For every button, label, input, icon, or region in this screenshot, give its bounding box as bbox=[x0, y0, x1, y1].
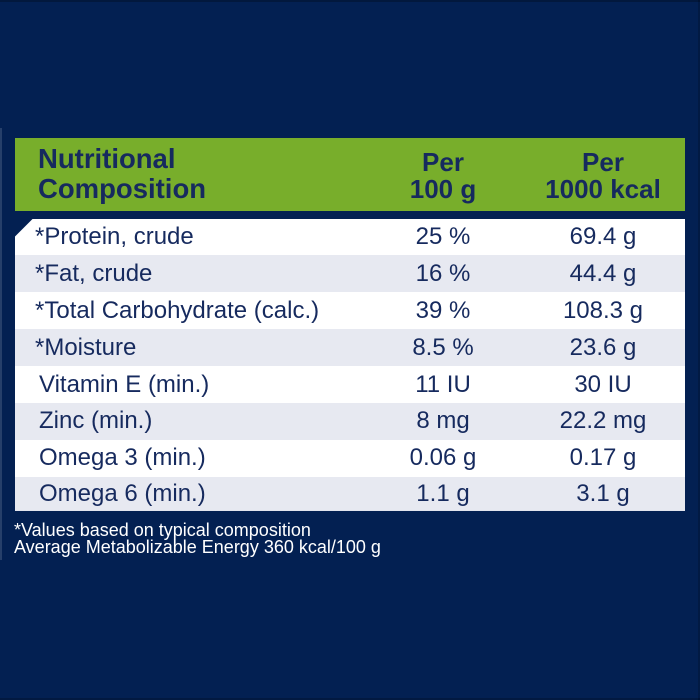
right-edge-shade bbox=[698, 0, 700, 700]
table-row: *Protein, crude 25 % 69.4 g bbox=[15, 218, 685, 256]
row-label: *Moisture bbox=[35, 333, 137, 361]
row-label: Omega 6 (min.) bbox=[39, 479, 206, 507]
header-col3-line1: Per bbox=[582, 146, 624, 177]
header-col-per-1000kcal: Per 1000 kcal bbox=[523, 145, 683, 204]
table-row: Vitamin E (min.) 11 IU 30 IU bbox=[15, 366, 685, 404]
header-title-line1: Nutritional bbox=[38, 142, 176, 174]
left-edge-highlight bbox=[0, 128, 2, 560]
row-per100-value: 11 IU bbox=[415, 370, 471, 398]
row-label: Zinc (min.) bbox=[39, 407, 153, 435]
row-label: Omega 3 (min.) bbox=[39, 444, 206, 472]
header-col2-line2: 100 g bbox=[409, 174, 477, 205]
row-per1000-value: 44.4 g bbox=[569, 259, 637, 287]
row-per100-value: 16 % bbox=[415, 259, 471, 287]
footnote-energy: Average Metabolizable Energy 360 kcal/10… bbox=[14, 537, 381, 558]
row-per100-value: 8 mg bbox=[416, 407, 470, 435]
table-row: *Fat, crude 16 % 44.4 g bbox=[15, 255, 685, 293]
row-per1000-value: 0.17 g bbox=[569, 444, 637, 472]
bottom-edge-shade bbox=[0, 698, 700, 700]
header-title: Nutritional Composition bbox=[15, 142, 363, 205]
row-label: *Total Carbohydrate (calc.) bbox=[35, 296, 320, 324]
row-per100-value: 1.1 g bbox=[416, 479, 470, 507]
row-per1000-value: 30 IU bbox=[574, 370, 632, 398]
header-col2-line1: Per bbox=[422, 146, 464, 177]
table-row: *Total Carbohydrate (calc.) 39 % 108.3 g bbox=[15, 292, 685, 330]
header-col-per-100g: Per 100 g bbox=[363, 145, 523, 204]
row-per100-value: 0.06 g bbox=[409, 444, 477, 472]
row-per100-value: 39 % bbox=[415, 296, 471, 324]
table-row: Omega 3 (min.) 0.06 g 0.17 g bbox=[15, 439, 685, 477]
nutrition-table: *Protein, crude 25 % 69.4 g *Fat, crude … bbox=[15, 218, 685, 511]
table-header: Nutritional Composition Per 100 g Per 10… bbox=[15, 138, 685, 211]
row-per1000-value: 69.4 g bbox=[569, 223, 637, 251]
top-edge-shade bbox=[0, 0, 700, 2]
row-label: *Fat, crude bbox=[35, 259, 153, 287]
row-per1000-value: 22.2 mg bbox=[559, 407, 647, 435]
table-row: Omega 6 (min.) 1.1 g 3.1 g bbox=[15, 476, 685, 511]
row-per1000-value: 108.3 g bbox=[562, 296, 644, 324]
row-label: *Protein, crude bbox=[35, 223, 194, 251]
row-per100-value: 8.5 % bbox=[412, 333, 474, 361]
header-title-line2: Composition bbox=[38, 173, 207, 205]
row-per1000-value: 23.6 g bbox=[569, 333, 637, 361]
footnote-values-basis: *Values based on typical composition bbox=[14, 520, 311, 541]
row-label: Vitamin E (min.) bbox=[39, 370, 210, 398]
row-per100-value: 25 % bbox=[415, 223, 471, 251]
header-col3-line2: 1000 kcal bbox=[545, 174, 661, 205]
table-row: Zinc (min.) 8 mg 22.2 mg bbox=[15, 403, 685, 440]
table-row: *Moisture 8.5 % 23.6 g bbox=[15, 329, 685, 367]
footnotes: *Values based on typical composition Ave… bbox=[14, 520, 381, 558]
row-per1000-value: 3.1 g bbox=[576, 479, 630, 507]
